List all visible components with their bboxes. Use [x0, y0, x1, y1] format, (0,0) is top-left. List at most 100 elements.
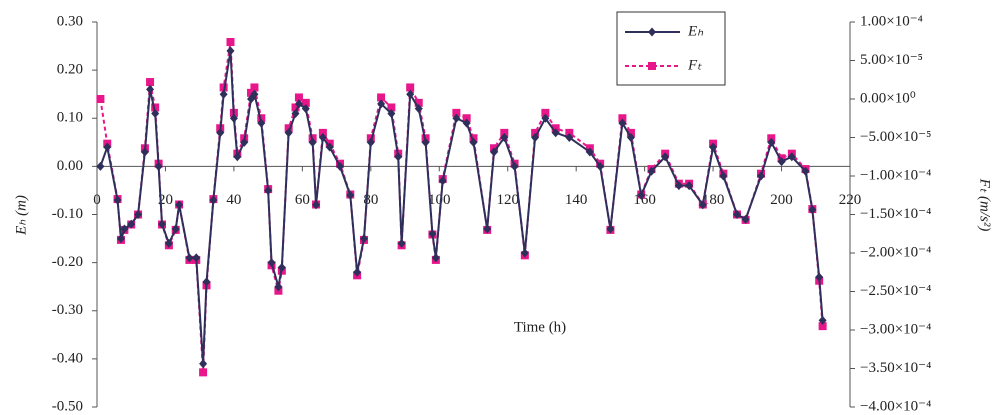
- y-tick-label: 0.10: [57, 110, 83, 126]
- data-point: [414, 104, 423, 114]
- legend-label: Fₜ: [687, 57, 702, 73]
- data-point: [209, 195, 218, 205]
- y-tick-label: -0.50: [52, 398, 83, 414]
- data-point: [199, 359, 208, 369]
- data-point: [294, 93, 303, 102]
- data-point: [151, 108, 160, 118]
- x-axis-label: Time (h): [514, 319, 566, 335]
- legend-marker: [648, 62, 656, 70]
- y2-tick-label: 0.00×10⁰: [860, 90, 916, 106]
- data-point: [698, 200, 707, 210]
- y-tick-label: -0.10: [52, 206, 83, 222]
- data-point: [719, 171, 728, 181]
- data-point: [438, 176, 447, 186]
- x-tick-label: 200: [770, 192, 793, 208]
- data-point: [377, 93, 386, 102]
- legend-marker: [648, 27, 656, 37]
- data-point: [229, 113, 238, 123]
- data-point: [565, 128, 574, 137]
- data-point: [397, 238, 406, 248]
- data-point: [264, 185, 273, 195]
- data-point: [250, 83, 259, 92]
- data-point: [815, 272, 824, 282]
- data-point: [787, 152, 796, 162]
- y2-tick-label: −2.50×10⁻⁴: [860, 283, 931, 299]
- data-point: [116, 234, 125, 244]
- data-point: [637, 190, 646, 200]
- y-tick-label: 0.00: [57, 158, 83, 174]
- data-point: [808, 205, 817, 215]
- data-point: [171, 224, 180, 234]
- data-point: [103, 142, 112, 152]
- x-tick-label: 140: [565, 192, 588, 208]
- data-point: [219, 89, 228, 99]
- data-point: [462, 114, 471, 123]
- legend-box: [616, 11, 726, 86]
- data-point: [541, 108, 550, 117]
- x-tick-label: 60: [295, 192, 310, 208]
- data-point: [565, 133, 574, 142]
- data-point: [510, 161, 519, 171]
- data-point: [301, 98, 310, 107]
- data-point: [140, 147, 149, 157]
- data-point: [175, 200, 184, 210]
- data-point: [541, 113, 550, 123]
- data-point: [96, 161, 105, 171]
- data-point: [452, 108, 461, 117]
- x-tick-label: 180: [702, 192, 725, 208]
- data-point: [818, 315, 827, 325]
- data-point: [585, 147, 594, 157]
- data-point: [318, 128, 327, 137]
- data-point: [406, 83, 415, 92]
- data-point: [226, 46, 235, 56]
- data-point: [267, 258, 276, 268]
- data-point: [387, 108, 396, 118]
- data-point: [618, 114, 627, 123]
- x-tick-label: 100: [428, 192, 451, 208]
- y-axis-label: Eₕ (m): [13, 195, 29, 236]
- y2-tick-label: −4.00×10⁻⁴: [860, 398, 931, 414]
- x-tick-label: 40: [226, 192, 241, 208]
- data-point: [801, 166, 810, 176]
- data-point: [312, 200, 321, 210]
- x-tick-label: 0: [93, 192, 101, 208]
- data-point: [96, 95, 105, 103]
- data-point: [336, 161, 345, 171]
- y2-tick-label: −1.00×10⁻⁴: [860, 167, 931, 183]
- y2-tick-label: 1.00×10⁻⁴: [860, 13, 923, 29]
- y2-tick-label: −5.00×10⁻⁵: [860, 129, 931, 145]
- data-point: [120, 224, 129, 234]
- legend-label: Eₕ: [687, 23, 704, 39]
- data-point: [291, 108, 300, 118]
- data-point: [387, 103, 396, 112]
- data-point: [146, 84, 155, 94]
- data-point: [757, 171, 766, 181]
- data-point: [452, 113, 461, 123]
- data-point: [490, 147, 499, 157]
- y2-tick-label: −1.50×10⁻⁴: [860, 206, 931, 222]
- data-point: [127, 219, 136, 229]
- y2-tick-label: −2.00×10⁻⁴: [860, 244, 931, 260]
- y2-tick-label: 5.00×10⁻⁵: [860, 52, 923, 68]
- data-point: [291, 103, 300, 112]
- data-point: [158, 219, 167, 229]
- data-point: [240, 137, 249, 147]
- data-point: [469, 137, 478, 147]
- x-tick-label: 120: [496, 192, 519, 208]
- data-point: [421, 137, 430, 147]
- data-point: [520, 248, 529, 258]
- data-point: [277, 262, 286, 272]
- data-point: [359, 234, 368, 244]
- y2-tick-label: −3.50×10⁻⁴: [860, 360, 931, 376]
- data-point: [146, 78, 155, 87]
- data-point: [199, 368, 208, 377]
- data-point: [192, 253, 201, 263]
- data-point: [618, 118, 627, 128]
- data-point: [462, 118, 471, 128]
- data-point: [674, 181, 683, 191]
- data-point: [500, 128, 509, 137]
- data-point: [247, 88, 256, 97]
- data-point: [406, 89, 415, 99]
- y-tick-label: 0.30: [57, 13, 83, 29]
